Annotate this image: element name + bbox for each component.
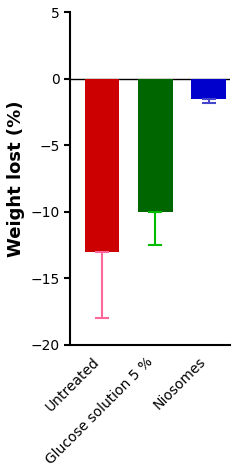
Y-axis label: Weight lost (%): Weight lost (%): [7, 100, 25, 257]
Bar: [85, 79, 119, 252]
Bar: [191, 79, 226, 99]
Bar: [138, 79, 173, 212]
